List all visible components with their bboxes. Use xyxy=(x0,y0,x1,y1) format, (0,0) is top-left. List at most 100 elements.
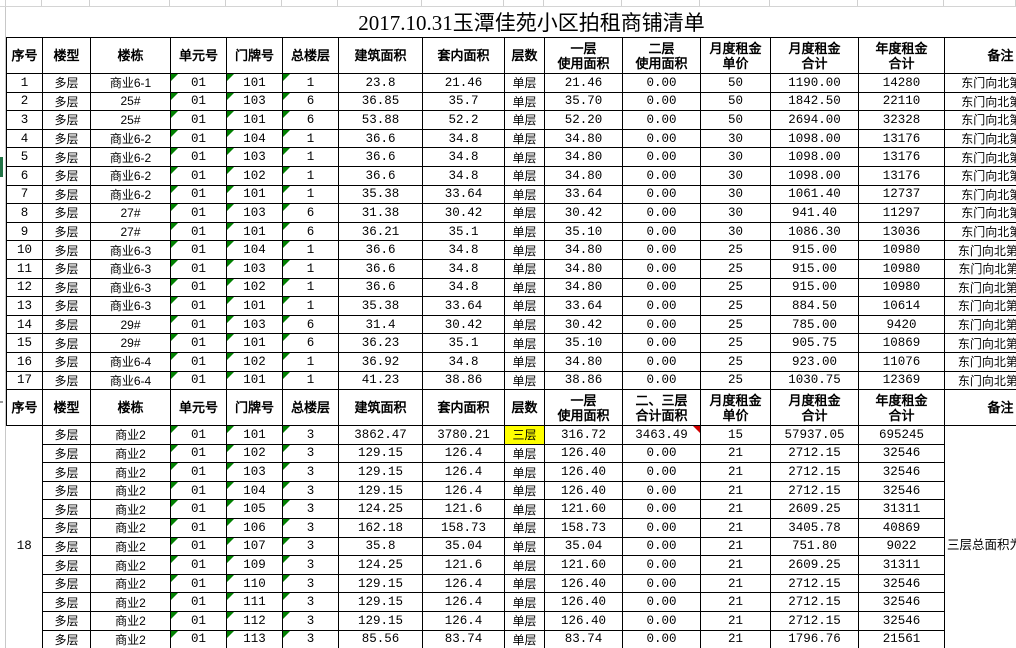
cell-floor-count[interactable]: 单层 xyxy=(504,333,545,353)
cell-unit[interactable]: 01 xyxy=(170,73,227,93)
cell-total-floors[interactable]: 1 xyxy=(282,147,339,167)
cell-yearly-total[interactable]: 12369 xyxy=(858,370,945,391)
cell-total-floors[interactable]: 1 xyxy=(282,240,339,260)
cell-monthly-total[interactable]: 2712.15 xyxy=(770,573,859,594)
cell-door[interactable]: 101 xyxy=(226,184,283,205)
cell-unit-price[interactable]: 21 xyxy=(700,443,771,464)
cell-building-type[interactable]: 多层 xyxy=(42,110,91,130)
cell-floor1-area[interactable]: 34.80 xyxy=(544,351,623,372)
cell-inner-area[interactable]: 34.8 xyxy=(422,277,505,298)
cell-yearly-total[interactable]: 32546 xyxy=(858,462,945,482)
cell-unit-price[interactable]: 25 xyxy=(700,333,771,353)
cell-unit[interactable]: 01 xyxy=(170,425,227,445)
cell-floor-count[interactable]: 单层 xyxy=(504,629,545,648)
cell-yearly-total[interactable]: 32328 xyxy=(858,110,945,130)
cell-door[interactable]: 101 xyxy=(226,370,283,391)
cell-floor2-area[interactable]: 0.00 xyxy=(622,110,701,130)
cell-floor1-area[interactable]: 33.64 xyxy=(544,296,623,316)
cell-floor-count[interactable]: 单层 xyxy=(504,555,545,575)
cell-monthly-total[interactable]: 2609.25 xyxy=(770,555,859,575)
cell-inner-area[interactable]: 35.1 xyxy=(422,221,505,242)
cell-unit[interactable]: 01 xyxy=(170,592,227,613)
cell-unit[interactable]: 01 xyxy=(170,240,227,260)
cell-build-area[interactable]: 129.15 xyxy=(338,480,423,501)
cell-building[interactable]: 29# xyxy=(90,333,171,353)
cell-monthly-total[interactable]: 3405.78 xyxy=(770,518,859,538)
cell-door[interactable]: 103 xyxy=(226,462,283,482)
cell-building[interactable]: 商业2 xyxy=(90,425,171,445)
cell-monthly-total[interactable]: 915.00 xyxy=(770,258,859,279)
cell-unit[interactable]: 01 xyxy=(170,91,227,112)
cell-inner-area[interactable]: 34.8 xyxy=(422,240,505,260)
cell-unit-price[interactable]: 21 xyxy=(700,462,771,482)
cell-yearly-total[interactable]: 31311 xyxy=(858,555,945,575)
cell-door[interactable]: 104 xyxy=(226,128,283,149)
cell-unit-price[interactable]: 30 xyxy=(700,147,771,167)
cell-unit-price[interactable]: 25 xyxy=(700,370,771,391)
cell-floor-count[interactable]: 单层 xyxy=(504,573,545,594)
cell-floor-count[interactable]: 三层 xyxy=(504,425,545,445)
cell-building[interactable]: 商业2 xyxy=(90,518,171,538)
cell-door[interactable]: 101 xyxy=(226,333,283,353)
cell-floor2-area[interactable]: 0.00 xyxy=(622,165,701,186)
cell-total-floors[interactable]: 3 xyxy=(282,573,339,594)
cell-total-floors[interactable]: 6 xyxy=(282,314,339,335)
cell-total-floors[interactable]: 1 xyxy=(282,351,339,372)
cell-floor1-area[interactable]: 34.80 xyxy=(544,165,623,186)
cell-unit-price[interactable]: 30 xyxy=(700,184,771,205)
cell-total-floors[interactable]: 3 xyxy=(282,518,339,538)
cell-unit[interactable]: 01 xyxy=(170,351,227,372)
cell-total-floors[interactable]: 3 xyxy=(282,611,339,631)
cell-floor-count[interactable]: 单层 xyxy=(504,184,545,205)
cell-remark[interactable]: 东门向北第17间 xyxy=(943,370,1016,391)
cell-unit[interactable]: 01 xyxy=(170,110,227,130)
cell-door[interactable]: 106 xyxy=(226,518,283,538)
cell-building-type[interactable]: 多层 xyxy=(42,91,91,112)
cell-floor-count[interactable]: 单层 xyxy=(504,221,545,242)
cell-unit[interactable]: 01 xyxy=(170,629,227,648)
cell-floor1-area[interactable]: 83.74 xyxy=(544,629,623,648)
cell-building[interactable]: 商业6-4 xyxy=(90,370,171,391)
cell-total-floors[interactable]: 1 xyxy=(282,128,339,149)
cell-unit-price[interactable]: 25 xyxy=(700,351,771,372)
cell-build-area[interactable]: 35.38 xyxy=(338,296,423,316)
cell-unit-price[interactable]: 25 xyxy=(700,296,771,316)
cell-monthly-total[interactable]: 751.80 xyxy=(770,536,859,557)
cell-building[interactable]: 商业2 xyxy=(90,611,171,631)
cell-unit[interactable]: 01 xyxy=(170,573,227,594)
cell-build-area[interactable]: 129.15 xyxy=(338,462,423,482)
cell-building[interactable]: 商业6-3 xyxy=(90,277,171,298)
cell-floor2-area[interactable]: 0.00 xyxy=(622,73,701,93)
cell-build-area[interactable]: 36.92 xyxy=(338,351,423,372)
cell-floor1-area[interactable]: 34.80 xyxy=(544,128,623,149)
cell-unit[interactable]: 01 xyxy=(170,296,227,316)
cell-build-area[interactable]: 36.23 xyxy=(338,333,423,353)
cell-building[interactable]: 商业6-3 xyxy=(90,258,171,279)
cell-unit[interactable]: 01 xyxy=(170,536,227,557)
cell-unit-price[interactable]: 50 xyxy=(700,110,771,130)
cell-build-area[interactable]: 162.18 xyxy=(338,518,423,538)
cell-floor1-area[interactable]: 38.86 xyxy=(544,370,623,391)
cell-unit-price[interactable]: 30 xyxy=(700,165,771,186)
cell-door[interactable]: 110 xyxy=(226,573,283,594)
cell-floor2-area[interactable]: 0.00 xyxy=(622,203,701,223)
cell-floor2-area[interactable]: 0.00 xyxy=(622,314,701,335)
cell-unit-price[interactable]: 30 xyxy=(700,203,771,223)
cell-floor-count[interactable]: 单层 xyxy=(504,370,545,391)
cell-monthly-total[interactable]: 941.40 xyxy=(770,203,859,223)
cell-inner-area[interactable]: 121.6 xyxy=(422,499,505,520)
cell-building[interactable]: 商业2 xyxy=(90,629,171,648)
cell-build-area[interactable]: 36.6 xyxy=(338,147,423,167)
cell-floor2-area[interactable]: 0.00 xyxy=(622,351,701,372)
cell-yearly-total[interactable]: 13036 xyxy=(858,221,945,242)
cell-building-type[interactable]: 多层 xyxy=(42,314,91,335)
cell-floor1-area[interactable]: 126.40 xyxy=(544,480,623,501)
cell-build-area[interactable]: 36.6 xyxy=(338,258,423,279)
cell-remark[interactable]: 东门向北第3间 xyxy=(943,110,1016,130)
cell-building[interactable]: 商业2 xyxy=(90,573,171,594)
cell-floor-count[interactable]: 单层 xyxy=(504,314,545,335)
cell-monthly-total[interactable]: 1190.00 xyxy=(770,73,859,93)
cell-building[interactable]: 商业6-2 xyxy=(90,147,171,167)
cell-seq[interactable]: 1 xyxy=(6,73,43,93)
cell-total-floors[interactable]: 1 xyxy=(282,277,339,298)
